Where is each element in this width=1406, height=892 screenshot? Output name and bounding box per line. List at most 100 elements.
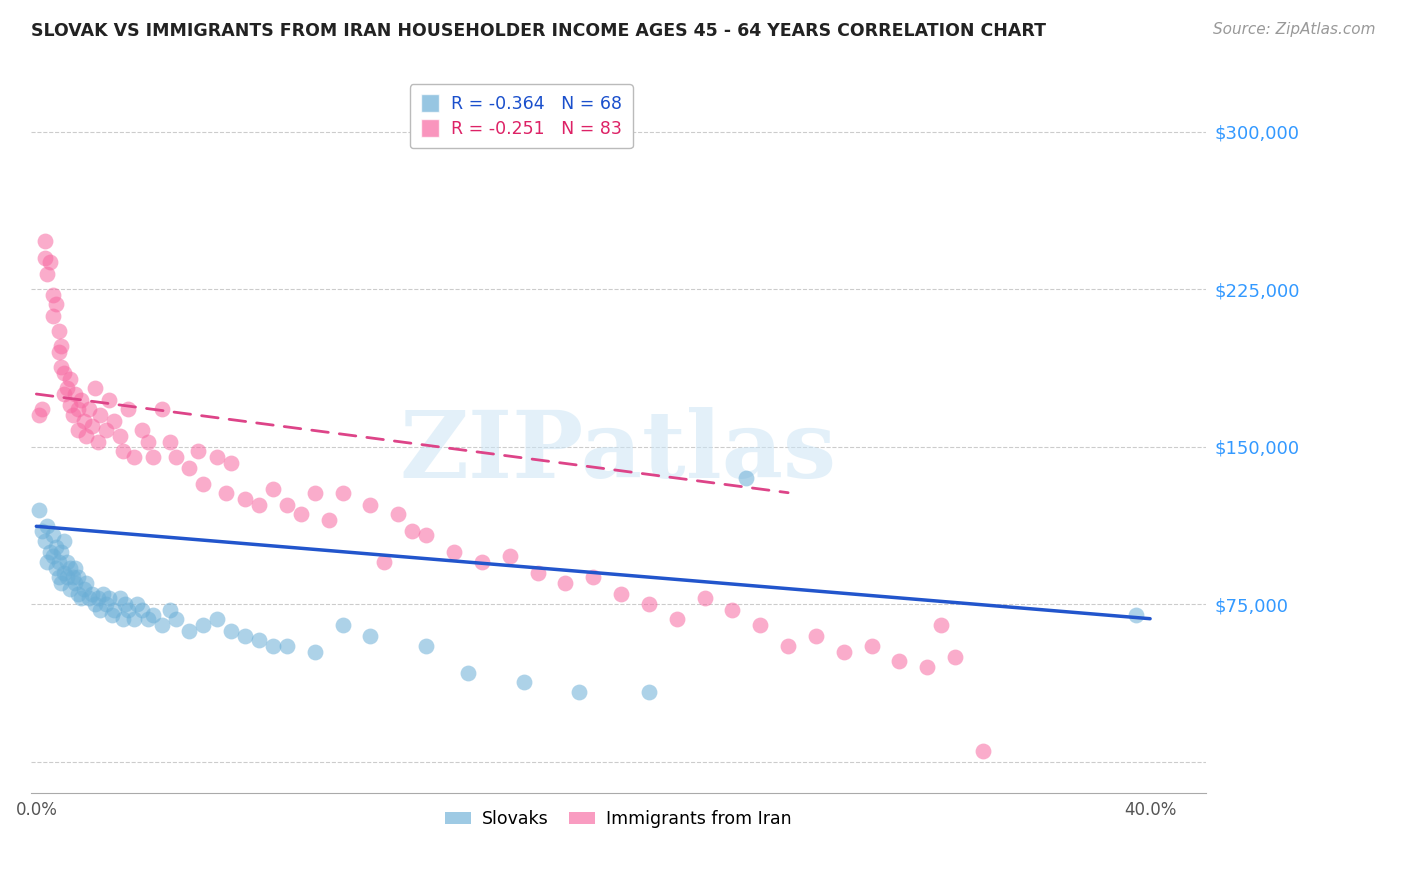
Point [86, 591, 108, 605]
Point [31, 524, 53, 538]
Point [276, 639, 298, 653]
Point [73, 414, 96, 428]
Point [48, 555, 70, 569]
Point [65, 576, 87, 591]
Point [67, 586, 90, 600]
Point [262, 482, 284, 496]
Point [80, 418, 103, 433]
Point [103, 603, 125, 617]
Point [142, 450, 165, 464]
Point [56, 555, 79, 569]
Point [889, 654, 911, 668]
Point [94, 597, 117, 611]
Point [638, 685, 661, 699]
Point [62, 570, 84, 584]
Point [51, 544, 73, 558]
Point [415, 527, 437, 541]
Point [142, 607, 165, 622]
Point [59, 372, 82, 386]
Point [34, 534, 56, 549]
Point [150, 401, 173, 416]
Point [108, 591, 131, 605]
Point [749, 618, 772, 632]
Point [42, 549, 65, 563]
Point [373, 555, 395, 569]
Point [136, 612, 159, 626]
Point [42, 288, 65, 302]
Point [159, 435, 181, 450]
Point [42, 310, 65, 324]
Point [187, 443, 209, 458]
Point [65, 387, 87, 401]
Point [53, 366, 76, 380]
Point [65, 561, 87, 575]
Legend: Slovaks, Immigrants from Iran: Slovaks, Immigrants from Iran [439, 803, 799, 835]
Point [53, 534, 76, 549]
Point [136, 435, 159, 450]
Point [67, 401, 90, 416]
Point [94, 423, 117, 437]
Point [233, 491, 256, 506]
Point [972, 744, 994, 758]
Point [39, 544, 62, 558]
Point [125, 597, 148, 611]
Point [332, 485, 354, 500]
Point [31, 401, 53, 416]
Point [67, 423, 90, 437]
Point [111, 612, 134, 626]
Point [193, 477, 215, 491]
Point [568, 685, 591, 699]
Point [219, 456, 242, 470]
Point [778, 639, 800, 653]
Point [122, 450, 145, 464]
Point [56, 570, 79, 584]
Point [59, 582, 82, 597]
Point [34, 234, 56, 248]
Point [114, 597, 136, 611]
Point [917, 660, 939, 674]
Point [59, 397, 82, 411]
Point [159, 603, 181, 617]
Point [37, 555, 59, 569]
Point [53, 387, 76, 401]
Point [665, 612, 688, 626]
Point [89, 603, 111, 617]
Point [219, 624, 242, 639]
Point [554, 576, 576, 591]
Point [638, 597, 661, 611]
Point [56, 381, 79, 395]
Point [39, 254, 62, 268]
Point [51, 576, 73, 591]
Point [131, 423, 153, 437]
Point [693, 591, 716, 605]
Point [37, 268, 59, 282]
Point [332, 618, 354, 632]
Point [832, 645, 855, 659]
Point [735, 471, 758, 485]
Point [247, 632, 270, 647]
Point [34, 251, 56, 265]
Point [48, 345, 70, 359]
Point [804, 628, 827, 642]
Point [111, 443, 134, 458]
Point [165, 612, 187, 626]
Point [91, 586, 114, 600]
Text: ZIPatlas: ZIPatlas [399, 408, 837, 498]
Point [929, 618, 952, 632]
Point [359, 628, 381, 642]
Point [80, 586, 103, 600]
Point [48, 570, 70, 584]
Point [45, 561, 67, 575]
Point [276, 498, 298, 512]
Point [131, 603, 153, 617]
Point [512, 674, 534, 689]
Point [610, 586, 633, 600]
Point [721, 603, 744, 617]
Point [59, 561, 82, 575]
Point [97, 591, 120, 605]
Point [28, 502, 51, 516]
Point [45, 296, 67, 310]
Text: SLOVAK VS IMMIGRANTS FROM IRAN HOUSEHOLDER INCOME AGES 45 - 64 YEARS CORRELATION: SLOVAK VS IMMIGRANTS FROM IRAN HOUSEHOLD… [31, 22, 1046, 40]
Point [415, 639, 437, 653]
Point [83, 597, 105, 611]
